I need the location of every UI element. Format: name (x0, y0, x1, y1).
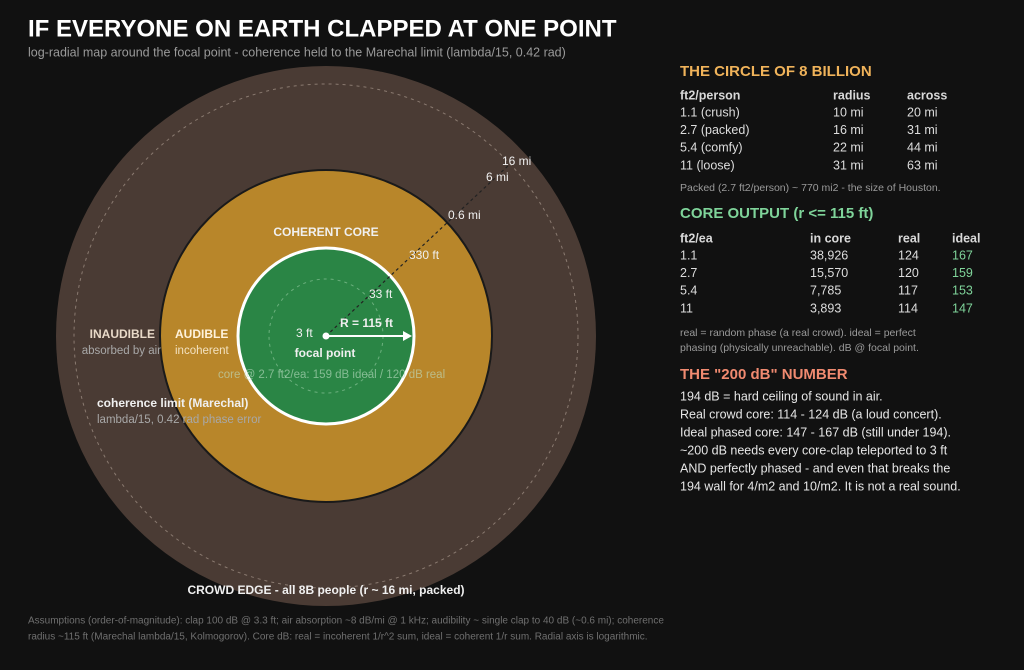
table-cell: 2.7 (packed) (680, 123, 749, 137)
table-cell: 3,893 (810, 301, 841, 315)
table-cell: 5.4 (comfy) (680, 141, 743, 155)
ring-label: 330 ft (409, 248, 440, 262)
table-cell: 159 (952, 266, 973, 280)
table-cell: 10 mi (833, 105, 864, 119)
limit-note: lambda/15, 0.42 rad phase error (97, 414, 261, 426)
zone-note: absorbed by air (82, 345, 161, 357)
table-cell: 117 (898, 284, 918, 298)
limit-label: coherence limit (Marechal) (97, 396, 248, 410)
table-cell: 120 (898, 266, 919, 280)
table-cell: 153 (952, 284, 973, 298)
ring-label: 3 ft (296, 326, 313, 340)
table-cell: 20 mi (907, 105, 938, 119)
zone-label: INAUDIBLE (90, 327, 155, 341)
section-note: real = random phase (a real crowd). idea… (680, 327, 916, 339)
table-cell: 7,785 (810, 284, 841, 298)
table-cell: 31 mi (833, 158, 864, 172)
table-cell: 22 mi (833, 141, 864, 155)
footnote: Assumptions (order-of-magnitude): clap 1… (28, 616, 664, 627)
section-heading: CORE OUTPUT (r <= 115 ft) (680, 205, 873, 222)
paragraph-line: Ideal phased core: 147 - 167 dB (still u… (680, 425, 951, 439)
zone-label: AUDIBLE (175, 327, 228, 341)
paragraph-line: ~200 dB needs every core-clap teleported… (680, 443, 948, 457)
table-cell: 124 (898, 248, 919, 262)
table-header: across (907, 88, 947, 102)
ring-6mi (73, 83, 579, 589)
table-cell: 1.1 (680, 248, 697, 262)
table-cell: 11 (loose) (680, 158, 735, 172)
table-cell: 16 mi (833, 123, 864, 137)
section-note: Packed (2.7 ft2/person) ~ 770 mi2 - the … (680, 182, 941, 194)
footnote: radius ~115 ft (Marechal lambda/15, Kolm… (28, 632, 648, 643)
table-cell: 11 (680, 301, 693, 315)
crowd-edge-label: CROWD EDGE - all 8B people (r ~ 16 mi, p… (187, 583, 464, 597)
focal-dot (322, 332, 330, 340)
paragraph-line: AND perfectly phased - and even that bre… (680, 461, 950, 475)
focal-label: focal point (295, 346, 356, 360)
section-heading: THE CIRCLE OF 8 BILLION (680, 63, 872, 80)
title: IF EVERYONE ON EARTH CLAPPED AT ONE POIN… (28, 15, 617, 42)
ring-label: 16 mi (502, 154, 531, 168)
subtitle: log-radial map around the focal point - … (28, 45, 566, 59)
section-heading: THE "200 dB" NUMBER (680, 366, 848, 383)
table-header: in core (810, 231, 851, 245)
radius-label: R = 115 ft (340, 316, 393, 330)
ring-label: 6 mi (486, 170, 509, 184)
table-header: real (898, 231, 920, 245)
table-header: ideal (952, 231, 981, 245)
table-cell: 31 mi (907, 123, 938, 137)
paragraph-line: 194 dB = hard ceiling of sound in air. (680, 389, 883, 403)
table-cell: 1.1 (crush) (680, 105, 740, 119)
section-note: phasing (physically unreachable). dB @ f… (680, 342, 919, 354)
table-cell: 167 (952, 248, 973, 262)
table-header: radius (833, 88, 871, 102)
core-label: COHERENT CORE (273, 225, 378, 239)
ring-label: 33 ft (369, 287, 393, 301)
arrow-head (403, 331, 412, 341)
zone-note: incoherent (175, 345, 230, 357)
ring-label: 0.6 mi (448, 208, 481, 222)
table-cell: 63 mi (907, 158, 938, 172)
radial-map (56, 66, 596, 606)
table-cell: 15,570 (810, 266, 848, 280)
table-cell: 44 mi (907, 141, 938, 155)
table-cell: 114 (898, 301, 918, 315)
paragraph-line: Real crowd core: 114 - 124 dB (a loud co… (680, 407, 942, 421)
table-header: ft2/ea (680, 231, 714, 245)
table-header: ft2/person (680, 88, 740, 102)
core-note: core @ 2.7 ft2/ea: 159 dB ideal / 120 dB… (218, 369, 445, 381)
table-cell: 38,926 (810, 248, 848, 262)
table-cell: 2.7 (680, 266, 697, 280)
table-cell: 5.4 (680, 284, 697, 298)
paragraph-line: 194 wall for 4/m2 and 10/m2. It is not a… (680, 479, 961, 493)
table-cell: 147 (952, 301, 973, 315)
